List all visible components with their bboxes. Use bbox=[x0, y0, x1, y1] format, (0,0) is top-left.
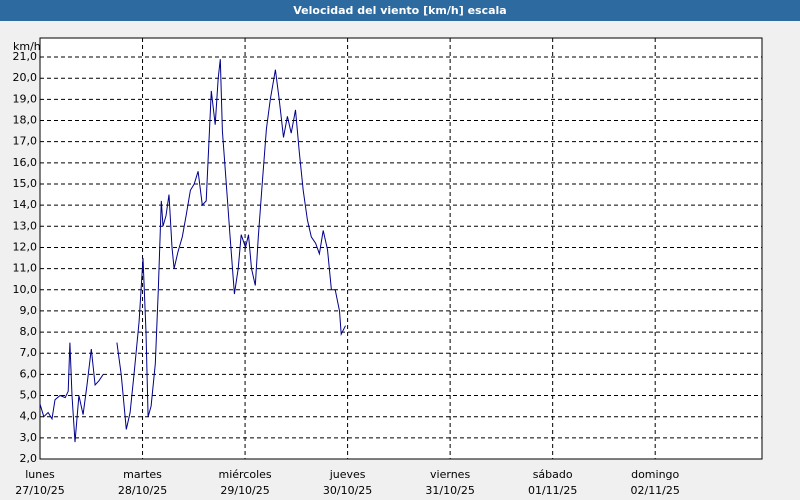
x-tick-date: 27/10/25 bbox=[15, 484, 64, 497]
y-tick-label: 15,0 bbox=[13, 177, 38, 190]
y-tick-label: 11,0 bbox=[13, 262, 38, 275]
y-tick-label: 2,0 bbox=[20, 452, 38, 465]
y-tick-label: 16,0 bbox=[13, 156, 38, 169]
plot-area bbox=[39, 37, 763, 460]
y-tick-label: 4,0 bbox=[20, 410, 38, 423]
y-tick-label: 14,0 bbox=[13, 198, 38, 211]
y-tick-label: 7,0 bbox=[20, 346, 38, 359]
y-tick-label: 20,0 bbox=[13, 71, 38, 84]
x-tick-label: lunes bbox=[25, 468, 55, 481]
y-tick-label: 12,0 bbox=[13, 240, 38, 253]
x-tick-label: jueves bbox=[329, 468, 366, 481]
y-tick-label: 5,0 bbox=[20, 389, 38, 402]
y-tick-label: 13,0 bbox=[13, 219, 38, 232]
x-tick-date: 02/11/25 bbox=[630, 484, 679, 497]
x-tick-date: 31/10/25 bbox=[425, 484, 474, 497]
y-tick-label: 9,0 bbox=[20, 304, 38, 317]
y-tick-label: 6,0 bbox=[20, 367, 38, 380]
x-tick-date: 29/10/25 bbox=[220, 484, 269, 497]
x-tick-label: domingo bbox=[631, 468, 679, 481]
x-tick-label: viernes bbox=[430, 468, 470, 481]
x-tick-date: 28/10/25 bbox=[118, 484, 167, 497]
title-bar bbox=[0, 0, 800, 21]
data-line bbox=[39, 59, 346, 443]
x-tick-label: sábado bbox=[533, 468, 573, 481]
y-tick-label: 18,0 bbox=[13, 114, 38, 127]
y-tick-label: 3,0 bbox=[20, 431, 38, 444]
chart-title: Velocidad del viento [km/h] escala bbox=[293, 4, 506, 17]
y-axis-label: km/h bbox=[13, 40, 41, 53]
y-tick-label: 8,0 bbox=[20, 325, 38, 338]
x-tick-label: martes bbox=[123, 468, 162, 481]
y-tick-label: 10,0 bbox=[13, 283, 38, 296]
y-tick-label: 21,0 bbox=[13, 50, 38, 63]
y-tick-label: 17,0 bbox=[13, 135, 38, 148]
y-tick-label: 19,0 bbox=[13, 92, 38, 105]
x-tick-label: miércoles bbox=[218, 468, 271, 481]
x-tick-date: 01/11/25 bbox=[528, 484, 577, 497]
x-tick-date: 30/10/25 bbox=[323, 484, 372, 497]
